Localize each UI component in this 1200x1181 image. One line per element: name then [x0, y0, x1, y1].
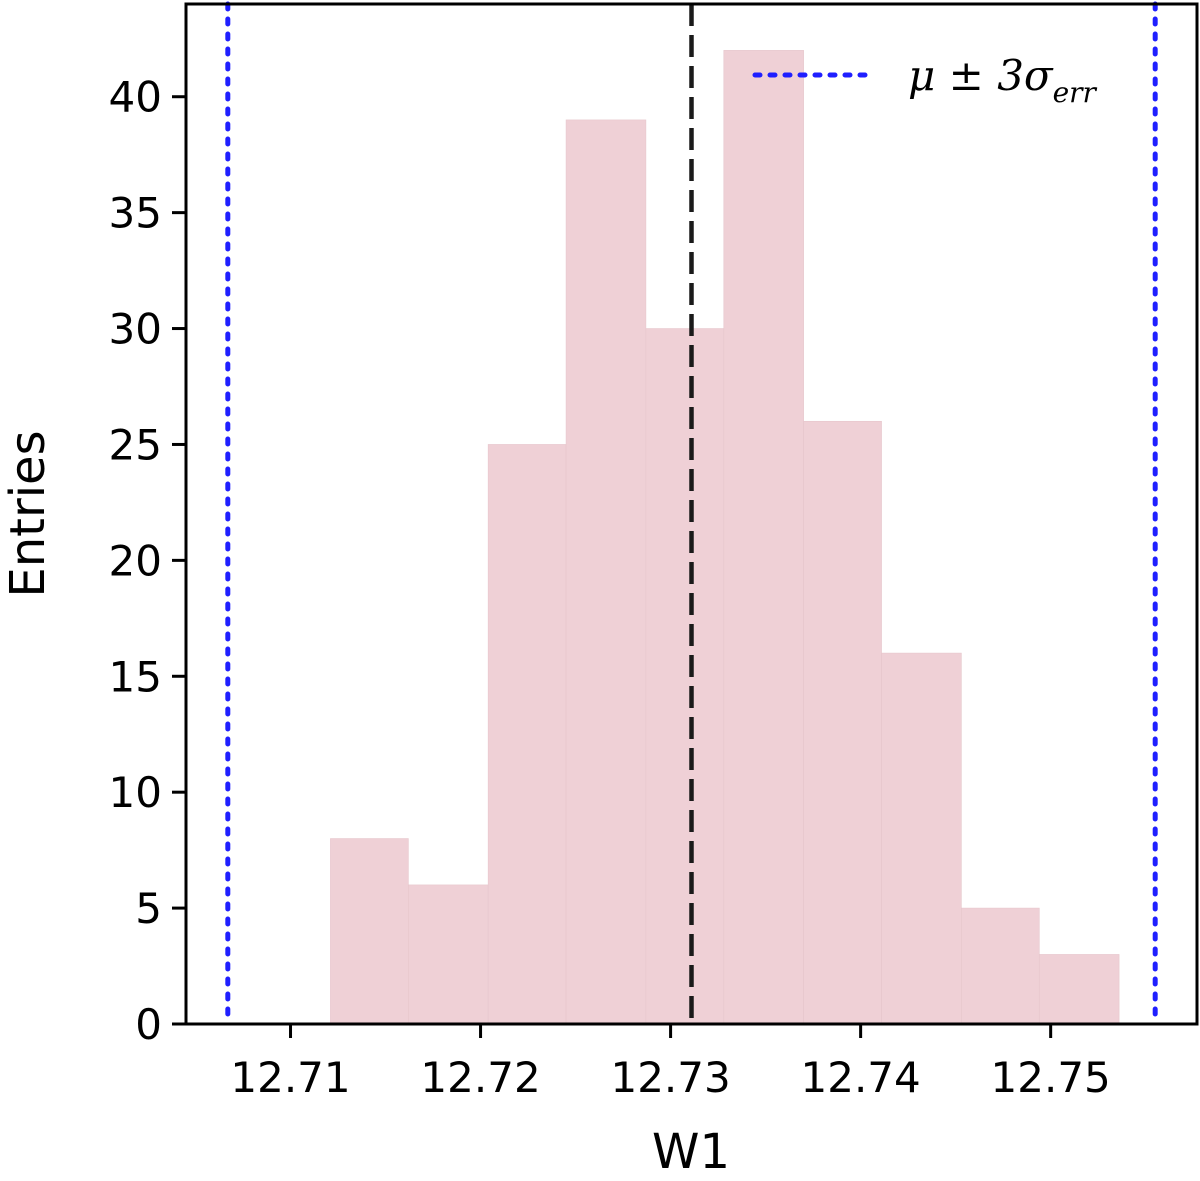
histogram-bar	[961, 907, 1040, 1025]
reference-lines	[225, 1, 1158, 1027]
legend-label: μ ± 3σerr	[908, 51, 1098, 109]
y-axis-label: Entries	[0, 430, 56, 597]
histogram-bar	[645, 328, 725, 1025]
y-tick-label: 15	[109, 652, 162, 701]
legend: μ ± 3σerr	[752, 51, 1098, 109]
histogram-bar	[408, 884, 489, 1025]
legend-label-main: μ ± 3σ	[908, 51, 1054, 100]
x-tick-label: 12.75	[991, 1053, 1111, 1102]
x-tick-label: 12.71	[230, 1053, 350, 1102]
y-tick-label: 40	[109, 73, 162, 122]
y-tick-label: 25	[109, 420, 162, 469]
legend-label-subscript: err	[1053, 76, 1098, 109]
y-tick-label: 0	[135, 1000, 162, 1049]
y-tick-label: 10	[109, 768, 162, 817]
x-axis-ticks: 12.71 12.72 12.73 12.74 12.75	[230, 1024, 1111, 1102]
y-tick-label: 5	[135, 884, 162, 933]
y-tick-label: 30	[109, 305, 162, 354]
histogram-bar	[565, 119, 647, 1025]
x-tick-label: 12.74	[801, 1053, 921, 1102]
plot-frame	[184, 2, 1199, 1026]
histogram-bar	[487, 444, 567, 1025]
y-axis-ticks: 0 5 10 15 20 25 30 35 40	[109, 73, 186, 1049]
histogram-bar	[1038, 954, 1120, 1025]
histogram-bars	[330, 50, 1120, 1025]
histogram-bar	[330, 838, 409, 1025]
x-tick-label: 12.72	[420, 1053, 540, 1102]
histogram-bar	[881, 652, 962, 1025]
histogram-bar	[803, 420, 882, 1025]
y-tick-label: 20	[109, 536, 162, 585]
y-tick-label: 35	[109, 189, 162, 238]
x-axis-label: W1	[652, 1124, 730, 1180]
histogram-bar	[723, 50, 804, 1025]
x-tick-label: 12.73	[610, 1053, 730, 1102]
